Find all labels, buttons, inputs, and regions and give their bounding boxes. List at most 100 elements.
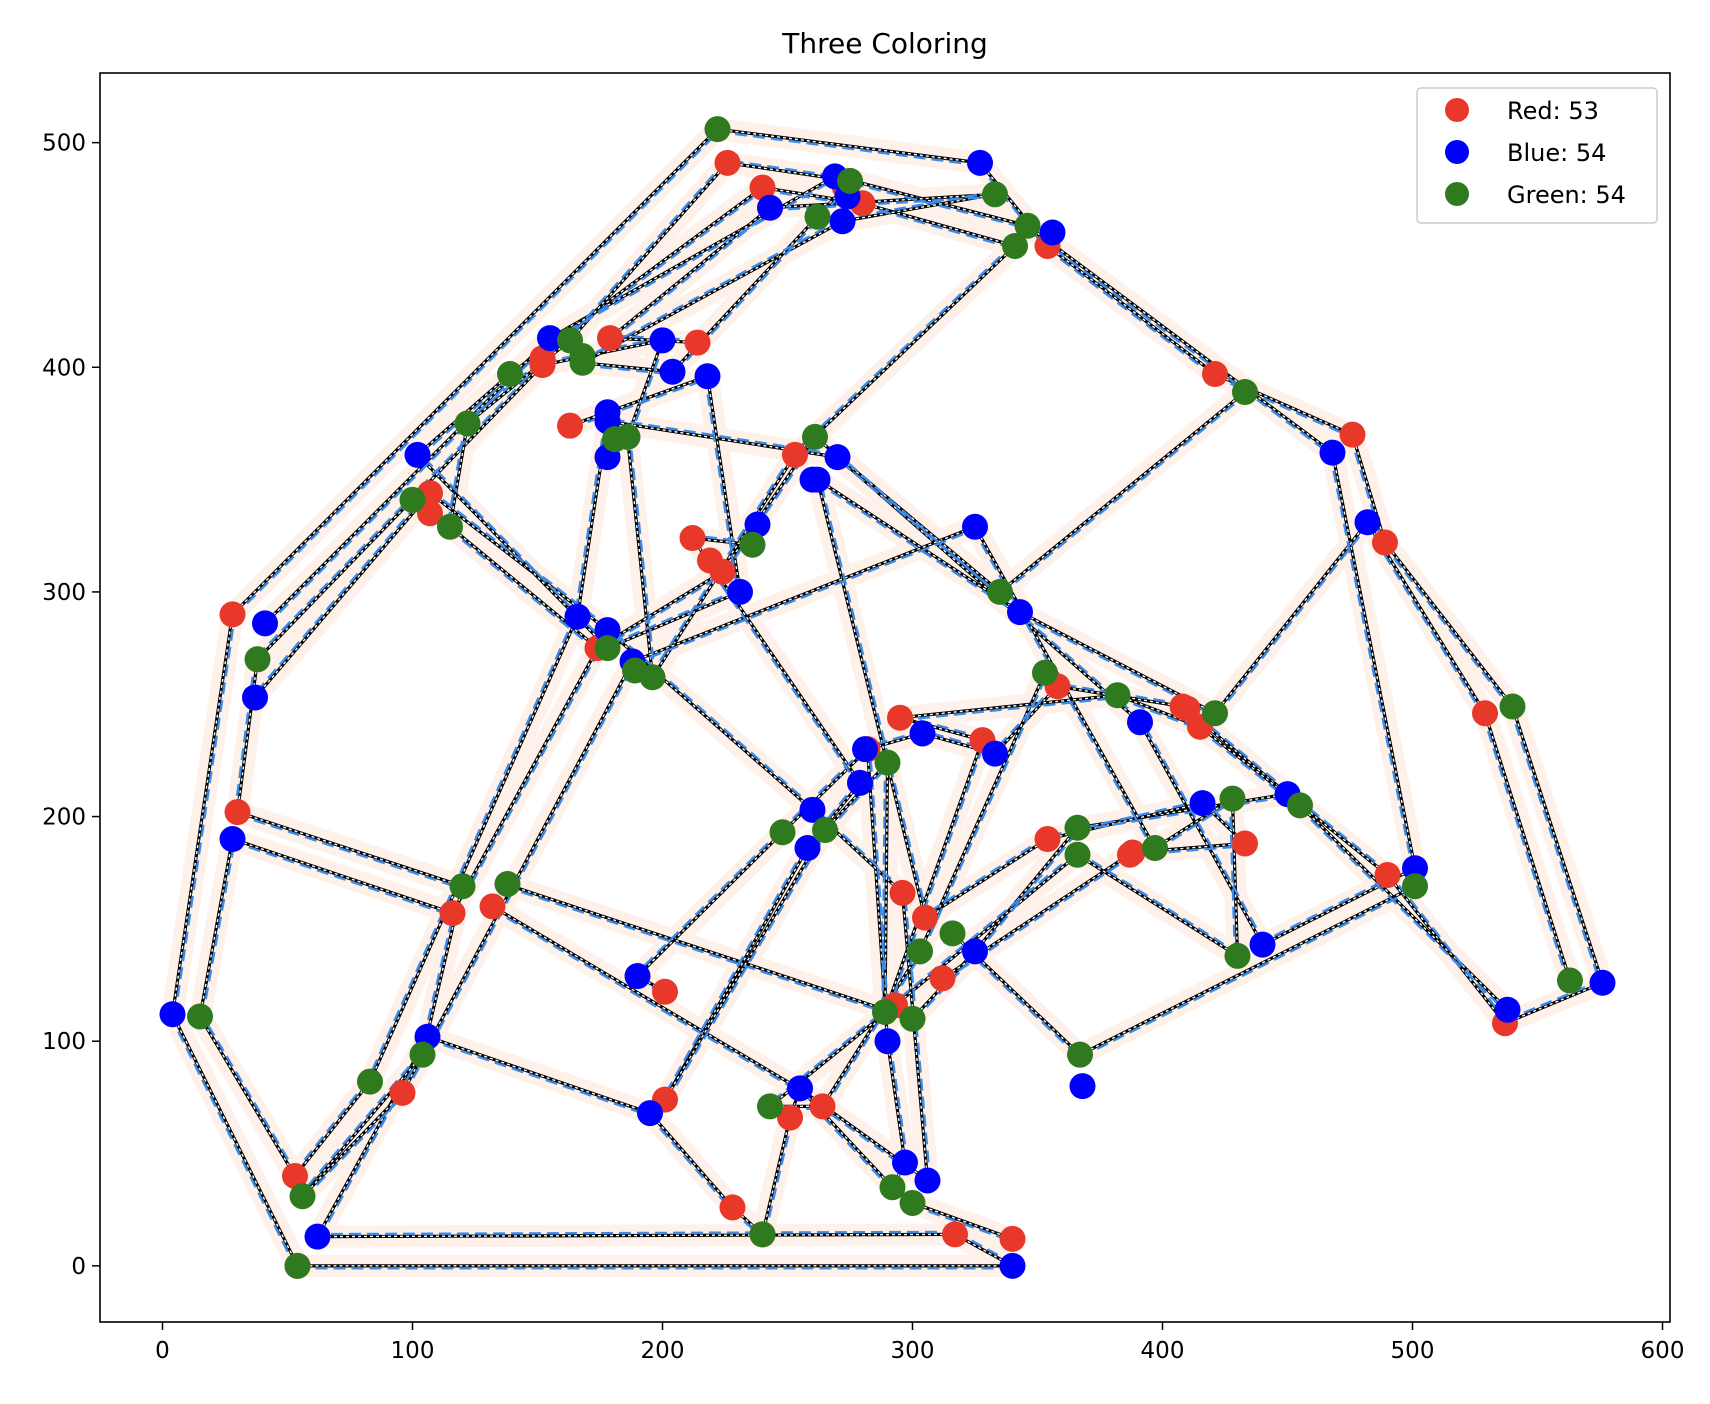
edge-dots [1077, 854, 1238, 957]
edge-dots [649, 1112, 734, 1208]
edge-dashed [763, 1117, 794, 1236]
green-node [802, 423, 828, 450]
red-node [597, 325, 623, 352]
edge-dashed [447, 527, 597, 651]
green-node [837, 167, 863, 194]
edge-dots [794, 245, 1016, 456]
edge-dashed [598, 572, 725, 652]
blue-node [874, 1028, 901, 1055]
green-node [749, 1221, 776, 1248]
edge-dots [294, 1081, 371, 1177]
y-tick-label: 400 [42, 355, 86, 381]
blue-node [852, 736, 878, 763]
edge-dots [1231, 798, 1239, 956]
edge-dashed [1155, 799, 1235, 852]
green-node [899, 1005, 926, 1032]
blue-node [242, 684, 268, 711]
blue-node [594, 399, 621, 426]
x-tick-label: 500 [1391, 1338, 1435, 1364]
edge-line [815, 479, 927, 919]
edge-dashed [366, 615, 577, 1082]
edge-dashed [1328, 452, 1414, 869]
green-node [704, 116, 731, 143]
edge-dashed [318, 1037, 431, 1239]
red-node [889, 879, 916, 906]
edge-dots [1299, 804, 1508, 1011]
green-node [1232, 378, 1258, 405]
red-node [282, 1162, 308, 1189]
edge-line [911, 1201, 1014, 1241]
edge-dashed [292, 1079, 369, 1176]
edge-dots [837, 456, 1141, 723]
edge-dashed [1288, 791, 1390, 874]
red-node [777, 1104, 803, 1131]
edge-dots [821, 950, 921, 1107]
edge-line [301, 1091, 404, 1198]
blue-node [757, 194, 783, 221]
legend-label: Green: 54 [1507, 181, 1626, 209]
edge-line [582, 361, 673, 374]
blue-node [967, 149, 993, 176]
edge-dots [171, 614, 234, 1015]
green-node [1067, 1041, 1093, 1068]
legend-label: Blue: 54 [1507, 139, 1606, 167]
green-node [907, 938, 933, 965]
red-node [912, 904, 938, 931]
green-node [409, 1041, 436, 1068]
edge-dashed [1216, 523, 1371, 716]
blue-node [649, 327, 676, 354]
edge-dots [901, 892, 929, 1181]
blue-node [1007, 599, 1033, 626]
x-tick-label: 300 [891, 1338, 935, 1364]
x-tick-label: 200 [641, 1338, 685, 1364]
edge-dashed [265, 338, 553, 626]
edge-dots [199, 1016, 296, 1177]
edges-dashed-layer [169, 130, 1603, 1270]
green-node [1032, 659, 1058, 686]
red-node [929, 965, 956, 992]
edge-dashed [606, 588, 740, 647]
red-node [1034, 826, 1061, 853]
edge-dashed [1508, 706, 1602, 984]
edge-dots [671, 216, 819, 373]
green-node [804, 203, 831, 230]
y-tick-label: 0 [71, 1254, 86, 1280]
edge-dashed [1388, 872, 1508, 1023]
edge-dashed [823, 952, 924, 1109]
edge-dots [1331, 452, 1416, 869]
edge-dots [769, 193, 996, 209]
edge-dashed [881, 762, 887, 1012]
blue-node [962, 938, 988, 965]
edge-dashed [900, 696, 1118, 722]
edge-dashed [804, 780, 859, 848]
x-tick-label: 400 [1141, 1338, 1185, 1364]
edge-dashed [317, 1230, 955, 1236]
edge-dots [301, 1054, 424, 1197]
nodes-layer [159, 116, 1616, 1279]
edge-dots [317, 1233, 956, 1238]
edge-dots [232, 838, 453, 914]
green-node [872, 998, 898, 1025]
y-tick-label: 200 [42, 805, 86, 831]
edge-dots [1386, 874, 1506, 1024]
edge-dots [899, 717, 983, 741]
blue-node [659, 358, 686, 385]
blue-node [744, 511, 771, 538]
edge-dots [449, 526, 598, 649]
green-node [399, 486, 426, 513]
edge-dots [886, 1041, 906, 1163]
red-node [1339, 421, 1366, 448]
edge-dashed [582, 364, 673, 376]
edge-dots [509, 187, 763, 375]
edge-dots [1351, 434, 1386, 543]
edge-dots [924, 838, 1048, 919]
edge-dashed [861, 204, 1015, 250]
edge-dashed [1382, 543, 1512, 709]
red-node [389, 1079, 416, 1106]
edge-dots [1214, 521, 1369, 714]
edge-dashed [815, 480, 1020, 616]
edge-dashed [792, 243, 1015, 454]
green-node [899, 1189, 926, 1216]
green-node [874, 749, 901, 776]
